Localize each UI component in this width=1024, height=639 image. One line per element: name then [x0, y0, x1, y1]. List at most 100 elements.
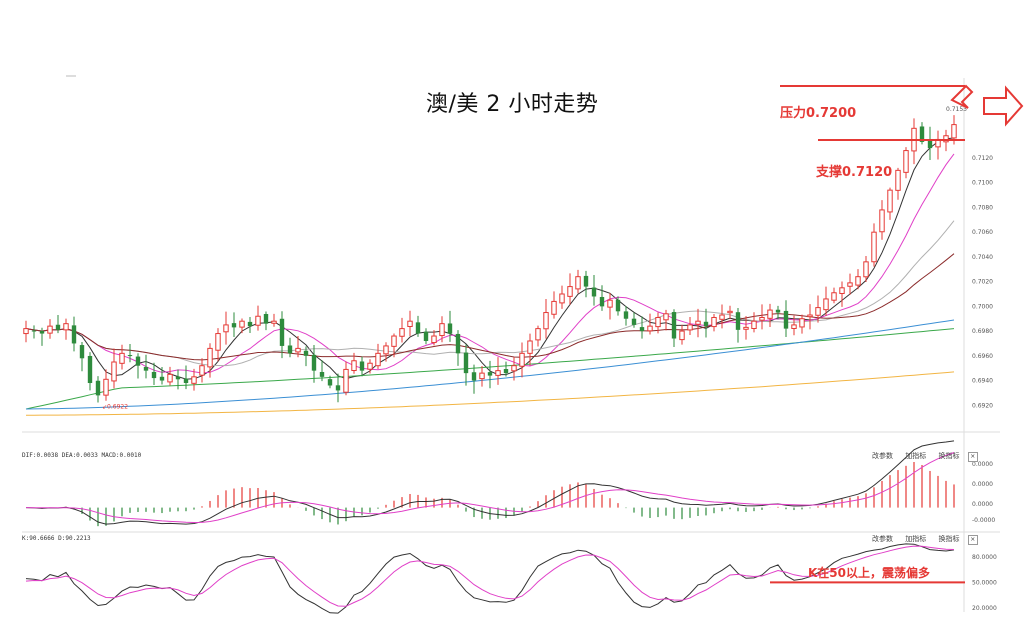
- kdj-add-indicator-button[interactable]: 加指标: [905, 535, 927, 543]
- candle-body: [111, 361, 117, 382]
- candle-body: [879, 209, 885, 233]
- candle-body: [559, 293, 565, 304]
- macd-tick-label: -0.0000: [972, 517, 995, 524]
- macd-tick-label: 0.0000: [972, 501, 993, 508]
- kdj-k-line: [25, 543, 955, 614]
- candle-body: [599, 296, 605, 307]
- candle-body: [239, 320, 245, 328]
- candle-body: [71, 325, 77, 344]
- macd-dif-line: [25, 440, 955, 525]
- candle-body: [31, 330, 37, 332]
- price-tick-label: 0.6940: [972, 378, 993, 385]
- candle-body: [767, 309, 773, 319]
- candle-body: [519, 352, 525, 367]
- candle-body: [223, 324, 229, 333]
- high-price-label: 0.7153: [946, 106, 967, 113]
- candle-body: [367, 362, 373, 370]
- candle-body: [815, 307, 821, 316]
- candle-body: [663, 313, 669, 321]
- kdj-switch-indicator-button[interactable]: 换指标: [938, 535, 960, 543]
- candle-body: [591, 287, 597, 297]
- candle-body: [847, 282, 853, 287]
- candle-body: [895, 169, 901, 191]
- macd-legend: DIF:0.0038 DEA:0.0033 MACD:0.0010: [22, 452, 142, 459]
- candle-body: [215, 333, 221, 351]
- candle-body: [743, 326, 749, 330]
- price-tick-label: 0.7000: [972, 303, 993, 310]
- candle-body: [855, 276, 861, 286]
- candle-body: [143, 367, 149, 371]
- candle-body: [647, 325, 653, 332]
- candle-body: [79, 345, 85, 359]
- macd-edit-params-button[interactable]: 改参数: [872, 452, 893, 460]
- candle-body: [623, 311, 629, 319]
- ma20-line: [25, 220, 955, 367]
- candle-body: [447, 323, 453, 334]
- candle-body: [431, 335, 437, 344]
- candle-body: [687, 324, 693, 331]
- candle-body: [183, 378, 189, 384]
- kdj-tick-label: 80.0000: [972, 554, 997, 561]
- macd-close-icon[interactable]: ×: [967, 452, 978, 462]
- candle-body: [287, 345, 293, 354]
- price-tick-label: 0.6960: [972, 353, 993, 360]
- candle-body: [759, 316, 765, 321]
- candle-body: [255, 315, 261, 326]
- kdj-tick-label: 50.0000: [972, 579, 997, 586]
- macd-add-indicator-button[interactable]: 加指标: [905, 452, 927, 460]
- candle-body: [711, 316, 717, 328]
- candle-body: [951, 124, 957, 139]
- macd-toolbar: 改参数 加指标 换指标 ×: [872, 451, 978, 462]
- chart-title: 澳/美 2 小时走势: [426, 92, 599, 117]
- candle-body: [527, 340, 533, 354]
- candle-body: [399, 328, 405, 337]
- candle-body: [63, 323, 69, 331]
- candle-body: [439, 323, 445, 337]
- candle-body: [375, 352, 381, 367]
- candle-body: [839, 287, 845, 294]
- candle-body: [47, 325, 53, 334]
- macd-switch-indicator-button[interactable]: 换指标: [938, 452, 960, 460]
- candle-body: [423, 331, 429, 341]
- candle-body: [23, 328, 29, 335]
- up-arrow-icon: [950, 84, 974, 109]
- candle-body: [359, 361, 365, 371]
- macd-tick-label: 0.0000: [972, 461, 993, 468]
- candle-body: [495, 370, 501, 376]
- candle-body: [943, 135, 949, 143]
- kdj-close-icon[interactable]: ×: [967, 535, 978, 545]
- ma30-line: [25, 253, 955, 361]
- kdj-note-label: K在50以上，震荡偏多: [808, 566, 930, 580]
- candle-body: [487, 372, 493, 376]
- candle-body: [271, 320, 277, 324]
- candle-body: [103, 378, 109, 396]
- candlestick-panel: 0.6920 0.6940 0.6960 0.6980 0.7000 0.7020 0.70…: [22, 75, 1000, 612]
- candle-body: [551, 300, 557, 315]
- candle-body: [335, 385, 341, 391]
- candle-body: [903, 150, 909, 173]
- candle-body: [703, 321, 709, 327]
- macd-dea-line: [25, 452, 955, 524]
- kdj-tick-label: 20.0000: [972, 605, 997, 612]
- candle-body: [471, 372, 477, 381]
- candle-body: [463, 352, 469, 374]
- kdj-panel: 80.0000 50.0000 20.0000: [25, 543, 997, 614]
- price-tick-label: 0.6980: [972, 328, 993, 335]
- candle-body: [535, 328, 541, 341]
- kdj-edit-params-button[interactable]: 改参数: [872, 535, 893, 543]
- candle-body: [479, 372, 485, 380]
- price-tick-label: 0.7100: [972, 180, 993, 187]
- price-tick-label: 0.7080: [972, 204, 993, 211]
- candle-body: [927, 140, 933, 149]
- candle-body: [671, 312, 677, 339]
- candle-body: [455, 333, 461, 354]
- candle-body: [783, 310, 789, 329]
- candle-body: [607, 299, 613, 308]
- candle-body: [919, 126, 925, 142]
- candle-body: [407, 320, 413, 327]
- candle-body: [791, 324, 797, 329]
- candle-body: [247, 321, 253, 327]
- low-price-label: ↙0.6922: [102, 404, 128, 411]
- candle-body: [655, 316, 661, 328]
